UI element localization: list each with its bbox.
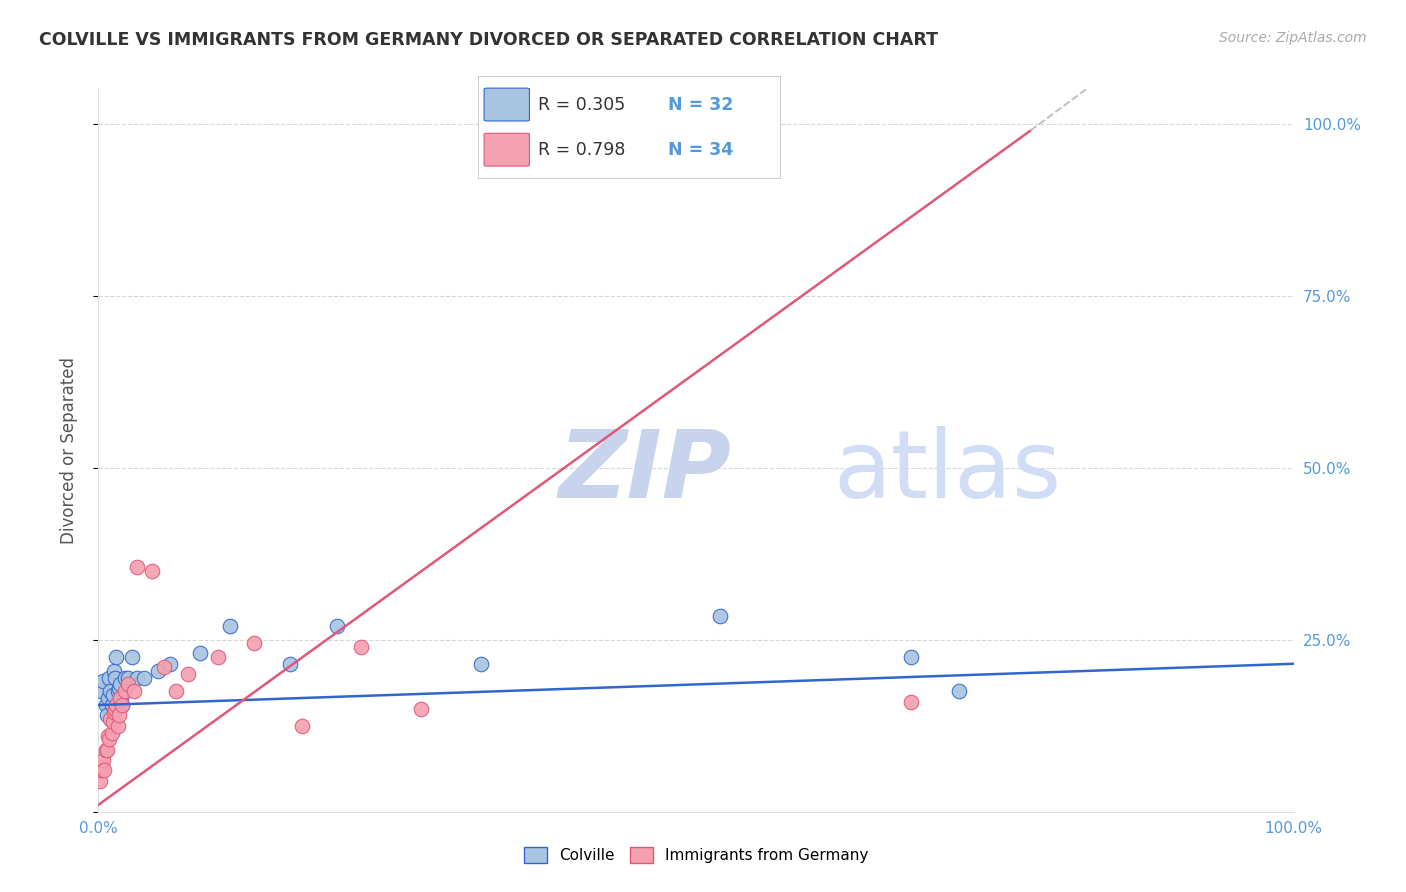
Point [188,647,211,661]
Text: COLVILLE VS IMMIGRANTS FROM GERMANY DIVORCED OR SEPARATED CORRELATION CHART: COLVILLE VS IMMIGRANTS FROM GERMANY DIVO… [39,31,938,49]
Point [900,695,922,709]
Point [326,619,349,633]
Point [141,564,163,578]
Point [104,671,127,685]
Point [948,684,970,698]
Point [98,671,121,685]
Point [132,671,155,685]
Point [125,671,148,685]
Point [291,719,314,733]
Point [104,701,127,715]
Point [350,640,373,654]
Point [93,764,115,778]
Point [100,725,122,739]
Point [114,671,136,685]
FancyBboxPatch shape [484,133,530,166]
Point [94,743,117,757]
Point [709,608,731,623]
Point [91,760,114,774]
Point [107,708,129,723]
Point [153,660,176,674]
Point [411,701,433,715]
Point [100,698,122,712]
Point [124,684,146,698]
Point [207,649,229,664]
Point [125,560,148,574]
Point [721,137,744,152]
FancyBboxPatch shape [484,88,530,121]
Point [148,664,170,678]
Text: atlas: atlas [834,426,1062,518]
Point [101,688,124,702]
Text: R = 0.305: R = 0.305 [538,95,626,113]
Point [90,764,112,778]
Point [165,684,187,698]
Point [89,773,111,788]
Point [900,649,922,664]
Point [107,719,129,733]
Point [91,753,114,767]
Point [108,677,131,691]
Point [107,684,129,698]
Point [96,743,118,757]
Point [117,671,139,685]
Point [110,691,132,706]
Legend: Colville, Immigrants from Germany: Colville, Immigrants from Germany [517,841,875,869]
Point [278,657,301,671]
Point [105,649,128,664]
Text: N = 32: N = 32 [668,95,734,113]
Point [107,681,129,695]
Point [98,712,122,726]
Text: N = 34: N = 34 [668,141,734,159]
Text: ZIP: ZIP [558,426,731,518]
Point [243,636,266,650]
Point [94,698,117,712]
Point [97,729,120,743]
Point [103,705,125,719]
Y-axis label: Divorced or Separated: Divorced or Separated [59,357,77,544]
Point [98,684,122,698]
Point [96,708,118,723]
Point [91,673,114,688]
Point [177,667,200,681]
Point [97,691,120,706]
Point [114,684,136,698]
Point [101,715,124,730]
Text: Source: ZipAtlas.com: Source: ZipAtlas.com [1219,31,1367,45]
Point [219,619,242,633]
Point [103,664,125,678]
Point [159,657,181,671]
Point [108,691,131,706]
Point [105,698,128,712]
Point [90,684,112,698]
Point [111,698,134,712]
Point [121,649,143,664]
Point [117,677,139,691]
Point [111,698,134,712]
Point [470,657,492,671]
Text: R = 0.798: R = 0.798 [538,141,626,159]
Point [98,732,121,747]
